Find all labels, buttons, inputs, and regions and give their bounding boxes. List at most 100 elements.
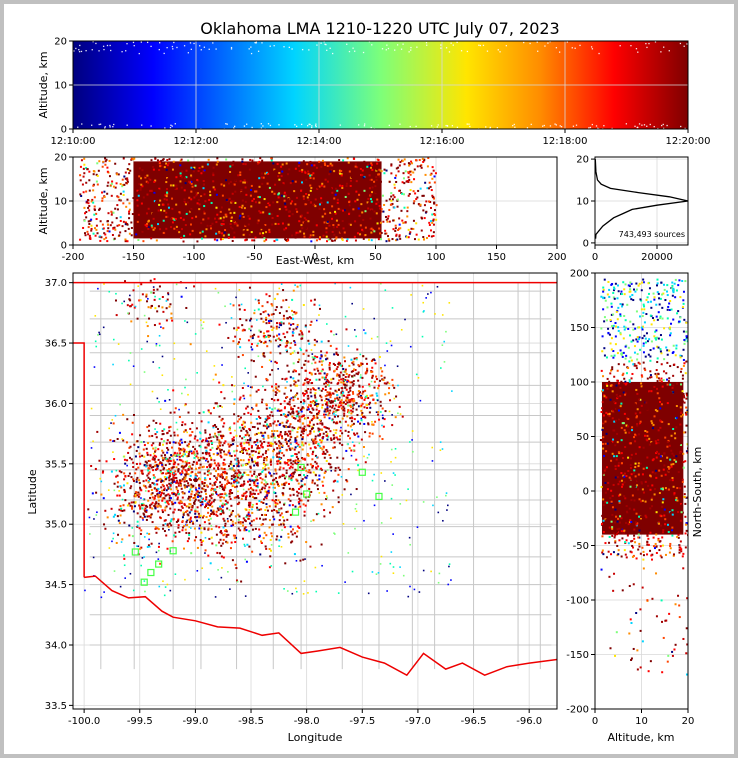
plan-view-source xyxy=(270,474,273,477)
plan-view-source xyxy=(249,413,252,416)
plan-view-source xyxy=(161,489,164,492)
plan-view-source xyxy=(123,491,126,494)
plan-view-source xyxy=(203,457,206,460)
time-axis-tick-label: 12:20:00 xyxy=(666,136,711,147)
plan-view-source xyxy=(142,504,145,507)
east-west-source xyxy=(299,198,302,201)
plan-view-source xyxy=(260,508,263,511)
plan-view-source xyxy=(380,367,382,370)
east-west-source xyxy=(190,198,193,201)
east-west-source xyxy=(203,193,206,196)
plan-view-source xyxy=(267,330,270,333)
plan-view-source xyxy=(250,359,253,362)
plan-view-source xyxy=(286,396,289,399)
east-west-source xyxy=(392,219,395,222)
plan-view-source xyxy=(317,387,320,390)
plan-view-source xyxy=(300,407,303,410)
plan-view-source xyxy=(165,500,168,503)
plan-view-source xyxy=(269,555,272,558)
plan-view-source xyxy=(381,438,384,441)
plan-view-source xyxy=(238,426,241,429)
plan-view-source xyxy=(255,418,258,421)
plan-view-source xyxy=(139,507,142,510)
east-west-source xyxy=(173,187,176,190)
plan-view-source xyxy=(255,475,258,478)
plan-view-source xyxy=(180,295,183,298)
plan-view-source xyxy=(117,533,120,536)
time-altitude-speck xyxy=(579,44,581,47)
plan-view-source xyxy=(313,430,316,433)
east-west-source xyxy=(244,239,247,242)
east-west-source xyxy=(98,207,101,210)
plan-view-source xyxy=(247,339,250,342)
plan-view-source xyxy=(384,393,387,396)
plan-view-source xyxy=(327,427,330,430)
plan-view-source xyxy=(280,535,283,538)
east-west-source xyxy=(238,205,241,208)
plan-view-source xyxy=(259,313,262,316)
plan-view-source xyxy=(337,415,340,418)
plan-view-source xyxy=(260,481,263,484)
east-west-source xyxy=(125,181,128,184)
east-west-source xyxy=(156,214,159,217)
plan-view-source xyxy=(355,488,358,491)
plan-view-source xyxy=(266,379,269,382)
plan-view-source xyxy=(273,518,276,521)
plan-view-source xyxy=(381,407,384,410)
plan-view-source xyxy=(293,405,296,408)
plan-view-source xyxy=(195,455,198,458)
plan-view-source xyxy=(295,442,298,445)
plan-view-source xyxy=(308,423,311,426)
plan-view-source xyxy=(180,473,183,476)
plan-view-source xyxy=(291,463,294,466)
plan-view-source xyxy=(325,374,328,377)
plan-view-source xyxy=(244,526,247,529)
east-west-source xyxy=(432,169,435,172)
east-west-source xyxy=(410,160,413,163)
plan-view-source xyxy=(145,479,148,482)
time-altitude-speck xyxy=(234,125,236,128)
plan-view-source xyxy=(347,468,350,471)
east-west-source xyxy=(126,179,129,182)
east-west-source xyxy=(240,192,243,195)
east-west-source xyxy=(94,234,97,237)
plan-view-source xyxy=(368,403,371,406)
plan-view-source xyxy=(295,535,298,538)
plan-view-source xyxy=(236,472,239,475)
east-west-source xyxy=(433,201,436,204)
plan-view-source xyxy=(143,515,146,518)
plan-view-source xyxy=(366,362,369,365)
plan-view-source xyxy=(225,535,228,538)
east-west-source xyxy=(229,217,232,220)
plan-view-source xyxy=(248,495,251,498)
plan-view-source xyxy=(152,419,155,422)
plan-view-source xyxy=(311,466,314,469)
plan-view-source xyxy=(290,323,292,326)
time-altitude-speck xyxy=(558,51,561,53)
plan-view-source xyxy=(261,445,264,448)
plan-view-source xyxy=(289,346,292,349)
east-west-source xyxy=(249,194,252,197)
plan-view-source xyxy=(261,513,264,516)
plan-view-source xyxy=(226,507,229,510)
plan-view-source xyxy=(124,499,127,502)
plan-view-source xyxy=(187,473,190,476)
plan-view-source xyxy=(148,424,151,427)
east-west-source xyxy=(370,163,373,166)
east-west-source xyxy=(189,233,192,236)
plan-view-source xyxy=(177,447,180,450)
plan-view-source xyxy=(215,525,218,528)
time-altitude-speck xyxy=(440,44,442,46)
plan-view-source xyxy=(326,391,329,394)
east-west-source xyxy=(312,234,315,237)
plan-view-source xyxy=(357,390,360,393)
plan-view-source xyxy=(335,422,338,425)
east-west-source xyxy=(124,177,127,180)
time-altitude-speck xyxy=(512,124,514,127)
plan-view-source xyxy=(153,457,156,460)
plan-view-source xyxy=(185,450,188,453)
plan-view-source xyxy=(352,370,355,373)
plan-view-source xyxy=(249,491,252,494)
east-west-source xyxy=(388,239,391,242)
plan-view-source xyxy=(161,306,164,309)
